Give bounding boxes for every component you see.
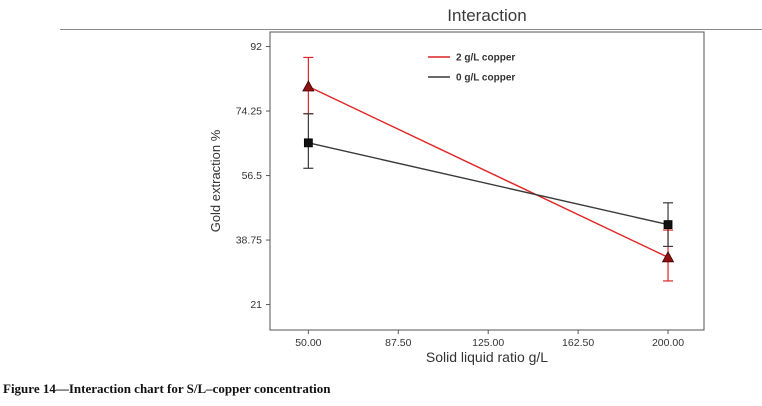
series-line <box>308 142 669 226</box>
data-point-triangle <box>302 80 315 92</box>
x-axis-tick-label: 200.00 <box>652 337 684 349</box>
x-axis-tick-label: 162.50 <box>562 337 594 349</box>
y-axis-tick-label: 56.5 <box>242 170 263 182</box>
data-point-square <box>663 220 673 230</box>
chart-title: Interaction <box>447 6 527 25</box>
top-rule <box>60 29 762 30</box>
legend-label: 2 g/L copper <box>456 53 515 64</box>
data-point-triangle <box>661 250 675 263</box>
y-axis-tick-label: 92 <box>250 41 262 53</box>
y-axis-tick-label: 38.75 <box>236 235 262 247</box>
x-axis-tick-label: 87.50 <box>385 337 411 349</box>
data-point-square <box>303 138 313 148</box>
y-axis-label: Gold extraction % <box>208 129 223 232</box>
y-axis-tick-label: 21 <box>250 299 262 311</box>
x-axis-label: Solid liquid ratio g/L <box>426 349 548 365</box>
x-axis-tick-label: 125.00 <box>472 337 504 349</box>
y-axis-tick-label: 74.25 <box>236 106 262 118</box>
legend-label: 0 g/L copper <box>456 73 515 84</box>
figure-caption: Figure 14—Interaction chart for S/L–copp… <box>3 381 331 396</box>
interaction-chart: 21 38.75 56.5 74.25 92 50.00 87.50 125.00 162.50… <box>208 31 705 365</box>
plot-border <box>269 31 705 331</box>
x-axis-tick-label: 50.00 <box>295 337 321 349</box>
series-line <box>308 85 669 258</box>
